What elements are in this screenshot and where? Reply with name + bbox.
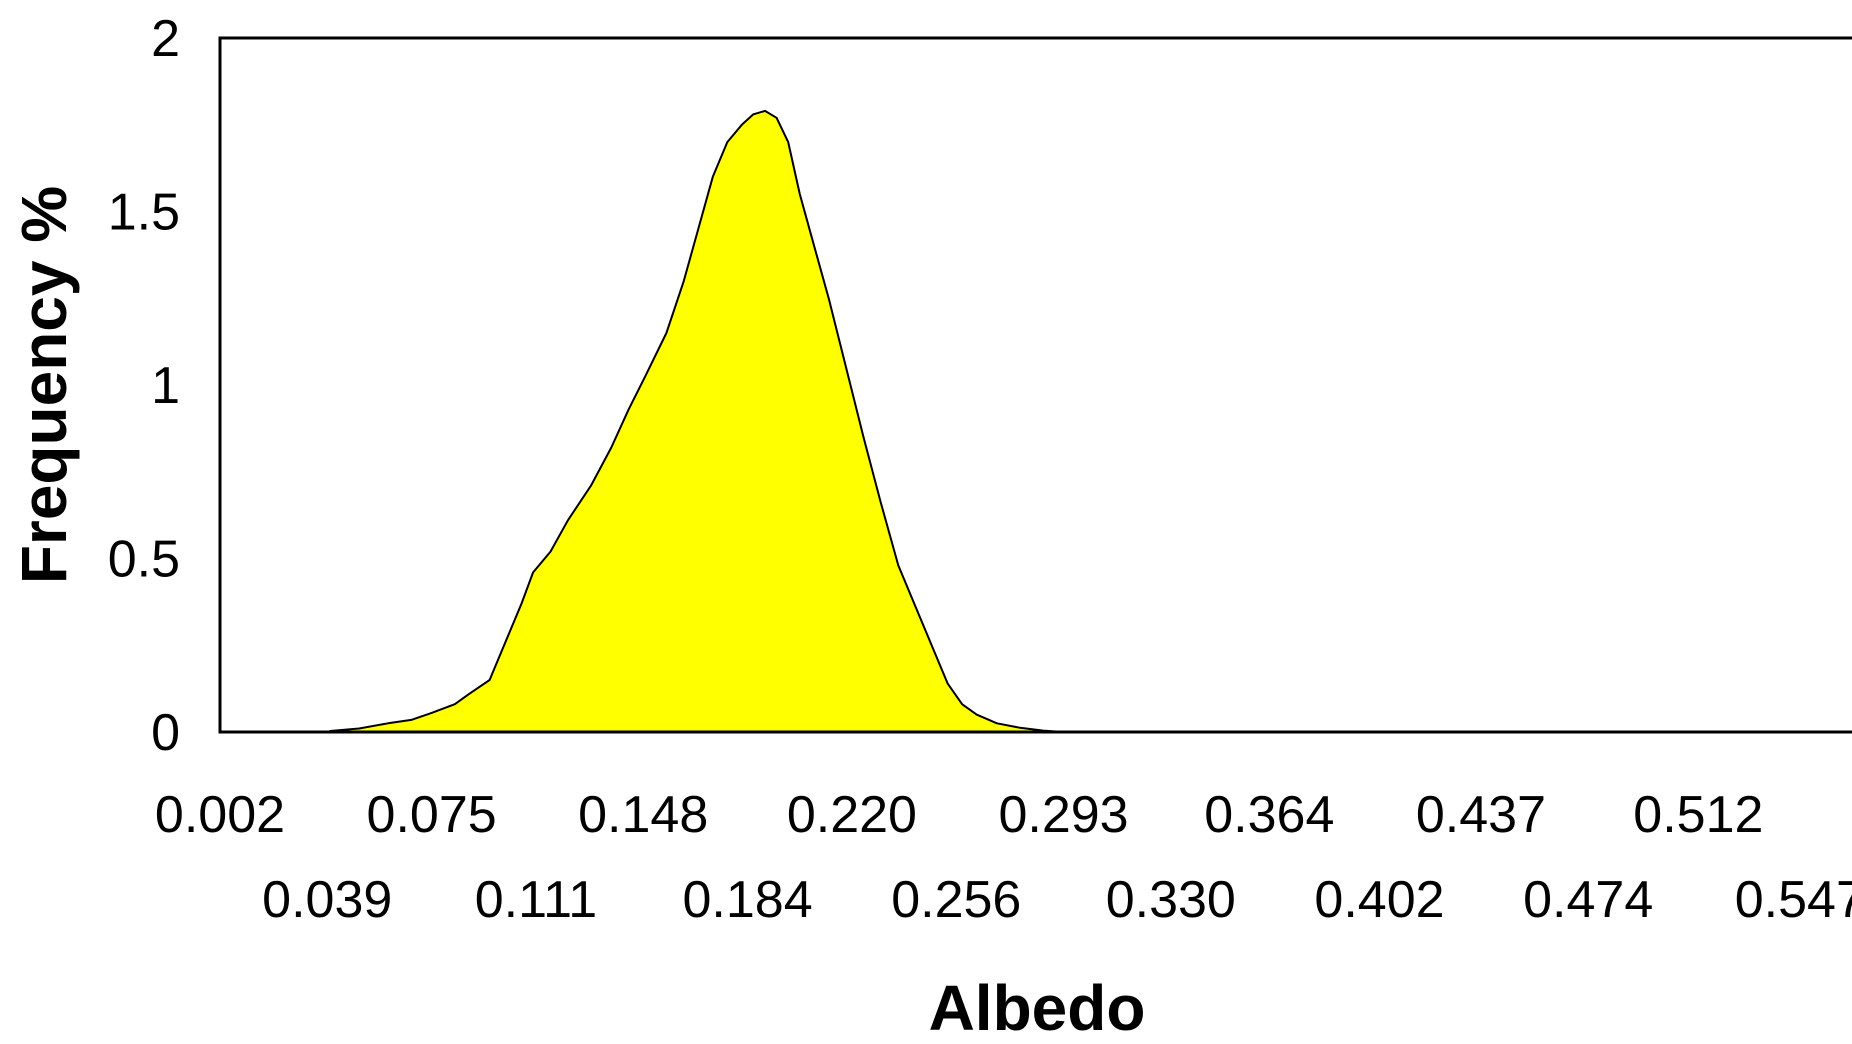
x-tick-label: 0.184 (683, 871, 813, 929)
y-tick-label: 0.5 (108, 531, 180, 589)
x-tick-label: 0.330 (1106, 871, 1236, 929)
x-tick-label: 0.293 (998, 786, 1128, 844)
x-axis-title: Albedo (929, 972, 1146, 1044)
x-tick-label: 0.148 (578, 786, 708, 844)
y-tick-label: 1.5 (108, 184, 180, 242)
y-tick-label: 2 (151, 10, 180, 68)
x-tick-label: 0.002 (155, 786, 285, 844)
x-tick-label: 0.039 (262, 871, 392, 929)
plot-frame (218, 36, 1852, 734)
x-tick-label: 0.474 (1523, 871, 1653, 929)
x-axis-ticks: 0.002 0.075 0.148 0.220 0.293 0.364 0.437 0.512… (155, 786, 1852, 929)
frequency-area-series-0 (329, 109, 1065, 733)
y-axis-title: Frequency % (8, 186, 80, 584)
y-axis-ticks: 0 0.5 1 1.5 2 (108, 10, 180, 762)
x-tick-label: 0.512 (1633, 786, 1763, 844)
x-tick-label: 0.075 (367, 786, 497, 844)
x-tick-label: 0.256 (891, 871, 1021, 929)
x-tick-label: 0.220 (787, 786, 917, 844)
x-tick-label: 0.547 (1735, 871, 1852, 929)
y-tick-label: 1 (151, 357, 180, 415)
plot-area (218, 36, 1852, 734)
x-tick-label: 0.437 (1416, 786, 1546, 844)
x-tick-label: 0.111 (475, 871, 597, 929)
x-tick-label: 0.402 (1314, 871, 1444, 929)
x-tick-label: 0.364 (1204, 786, 1334, 844)
y-tick-label: 0 (151, 704, 180, 762)
